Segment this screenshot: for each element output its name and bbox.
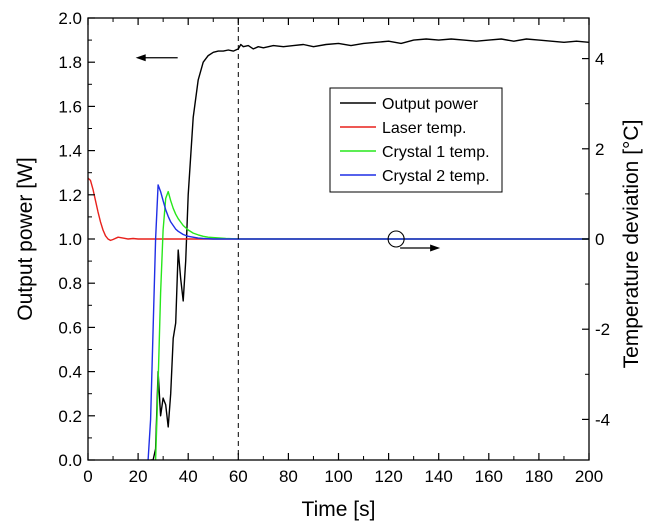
y-left-tick-label: 0.8: [58, 274, 82, 293]
x-tick-label: 120: [374, 467, 402, 486]
x-tick-label: 60: [229, 467, 248, 486]
legend-label: Crystal 1 temp.: [382, 144, 490, 161]
y-left-tick-label: 1.4: [58, 142, 82, 161]
y-left-tick-label: 1.8: [58, 53, 82, 72]
x-tick-label: 100: [324, 467, 352, 486]
y-left-tick-label: 2.0: [58, 9, 82, 28]
y-axis-left-title: Output power [W]: [14, 157, 37, 320]
x-tick-label: 180: [525, 467, 553, 486]
y-left-tick-label: 1.6: [58, 97, 82, 116]
legend: Output power Laser temp. Crystal 1 temp. Cr…: [329, 87, 503, 193]
y-right-tick-label: -2: [595, 320, 610, 339]
series-line-crystal-2-temp: [147, 184, 589, 460]
y-left-tick-label: 0.6: [58, 318, 82, 337]
x-tick-label: 200: [575, 467, 603, 486]
x-tick-label: 20: [129, 467, 148, 486]
y-left-tick-label: 0.4: [58, 363, 82, 382]
y-left-tick-label: 0.2: [58, 407, 82, 426]
y-left-tick-label: 1.2: [58, 186, 82, 205]
y-left-tick-label: 0.0: [58, 451, 82, 470]
x-axis-title: Time [s]: [302, 498, 376, 521]
series-line-output-power: [150, 38, 589, 460]
y-axis-right-title: Temperature deviation [°C]: [620, 120, 643, 369]
legend-label: Laser temp.: [382, 120, 466, 137]
legend-label: Output power: [382, 96, 479, 113]
right-axis-arrowhead: [430, 244, 441, 252]
y-right-tick-label: 2: [595, 140, 604, 159]
y-right-tick-label: 0: [595, 230, 604, 249]
y-right-tick-label: -4: [595, 410, 610, 429]
x-tick-label: 140: [425, 467, 453, 486]
x-tick-label: 160: [475, 467, 503, 486]
x-tick-label: 80: [279, 467, 298, 486]
left-axis-arrowhead: [135, 54, 146, 62]
y-left-tick-label: 1.0: [58, 230, 82, 249]
series-line-crystal-1-temp: [154, 190, 589, 460]
annotation-layer: [135, 54, 441, 252]
legend-label: Crystal 2 temp.: [382, 168, 490, 185]
ticks-layer: 0 20 40 60 80 100 120 140 160 180 2000.00.20.40.60…: [58, 9, 610, 486]
y-right-tick-label: 4: [595, 50, 604, 69]
x-tick-label: 40: [179, 467, 198, 486]
x-tick-label: 0: [83, 467, 92, 486]
right-axis-circle-marker: [387, 230, 405, 248]
